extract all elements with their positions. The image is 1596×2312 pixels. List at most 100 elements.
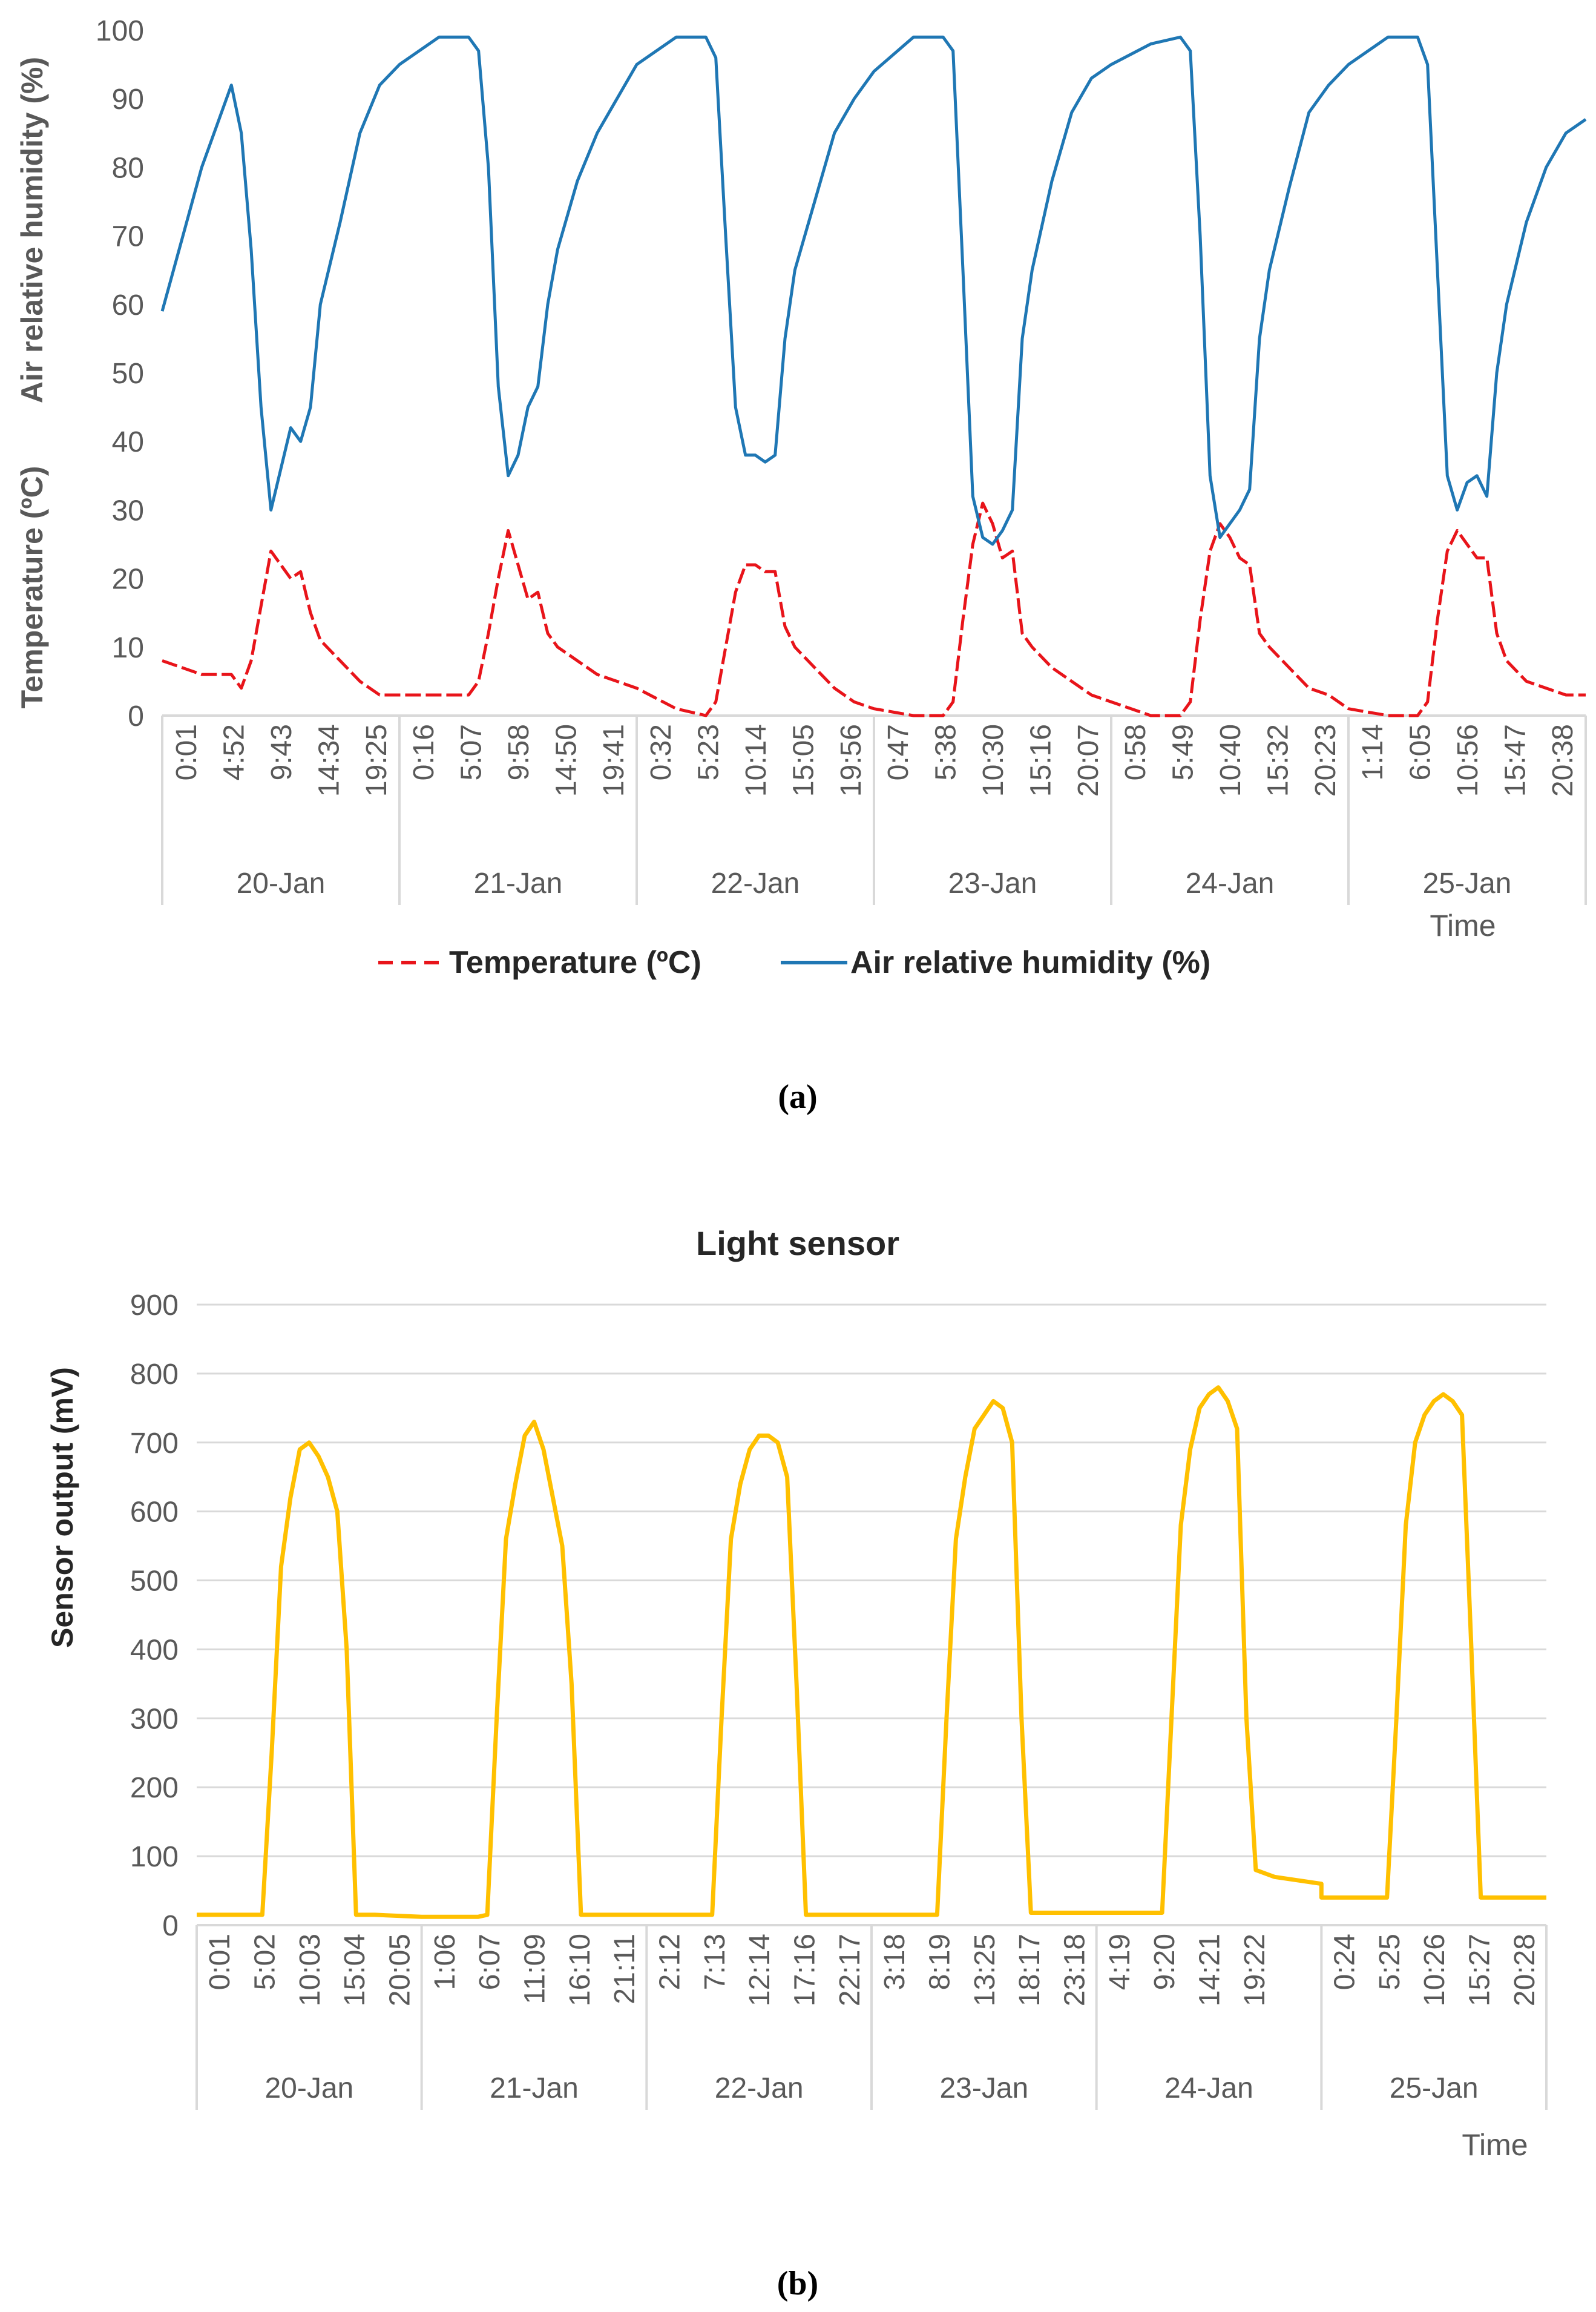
y-tick-label: 10 bbox=[112, 632, 144, 664]
y-tick-label: 20 bbox=[112, 564, 144, 596]
x-tick-label: 15:27 bbox=[1464, 1934, 1496, 2006]
x-tick-label: 5:23 bbox=[693, 724, 725, 780]
y-tick-label: 70 bbox=[112, 221, 144, 253]
y-tick-labels: 0 100 200 300 400 500 600 700 800 900 bbox=[130, 1289, 179, 1942]
sensor-axis-label: Sensor output (mV) bbox=[45, 1367, 79, 1648]
y-tick-label: 500 bbox=[130, 1566, 179, 1598]
x-tick-label: 6:07 bbox=[474, 1934, 506, 1990]
x-tick-label: 13:25 bbox=[969, 1934, 1001, 2006]
x-tick-label: 20:07 bbox=[1072, 724, 1105, 797]
x-tick-label: 0:32 bbox=[645, 724, 677, 780]
y-tick-label: 800 bbox=[130, 1359, 179, 1391]
x-tick-label: 20:28 bbox=[1509, 1934, 1541, 2006]
x-tick-label: 5:02 bbox=[249, 1934, 281, 1990]
x-tick-label: 0:01 bbox=[171, 724, 203, 780]
x-tick-label: 15:32 bbox=[1262, 724, 1294, 797]
x-tick-label: 4:19 bbox=[1104, 1934, 1136, 1990]
y-tick-label: 30 bbox=[112, 495, 144, 527]
x-tick-label: 8:19 bbox=[924, 1934, 956, 1990]
y-tick-label: 0 bbox=[162, 1910, 179, 1942]
day-label: 22-Jan bbox=[715, 2072, 804, 2104]
x-tick-label: 5:25 bbox=[1374, 1934, 1406, 1990]
y-tick-label: 600 bbox=[130, 1497, 179, 1529]
day-label: 24-Jan bbox=[1164, 2072, 1253, 2104]
x-tick-label: 0:01 bbox=[204, 1934, 236, 1990]
x-tick-label: 0:16 bbox=[408, 724, 440, 780]
x-tick-label: 6:05 bbox=[1405, 724, 1437, 780]
y-tick-label: 200 bbox=[130, 1772, 179, 1804]
day-label: 25-Jan bbox=[1423, 868, 1512, 900]
series-lines bbox=[197, 1385, 1546, 1919]
x-axis: 0:01 5:02 10:03 15:04 20:05 1:06 6:07 11:09 16:1… bbox=[195, 1924, 1548, 2110]
x-tick-label: 10:30 bbox=[977, 724, 1010, 797]
y-tick-label: 300 bbox=[130, 1703, 179, 1735]
x-tick-label: 23:18 bbox=[1059, 1934, 1091, 2006]
x-tick-label: 0:24 bbox=[1329, 1934, 1361, 1990]
y-tick-label: 0 bbox=[128, 700, 144, 733]
x-tick-label: 15:05 bbox=[787, 724, 819, 797]
day-label: 20-Jan bbox=[264, 2072, 353, 2104]
x-tick-label: 1:14 bbox=[1357, 724, 1389, 780]
y-tick-label: 60 bbox=[112, 289, 144, 321]
x-tick-label: 19:22 bbox=[1239, 1934, 1271, 2006]
x-tick-label: 2:12 bbox=[654, 1934, 686, 1990]
x-axis: 0:01 4:52 9:43 14:34 19:25 0:16 5:07 9:58 14:50 1… bbox=[161, 714, 1587, 905]
a-series-line-0 bbox=[162, 501, 1586, 717]
temperature-axis-label: Temperature (ºC) bbox=[15, 466, 49, 709]
a-series-line-1 bbox=[160, 35, 1587, 546]
y-tick-label: 90 bbox=[112, 84, 144, 116]
x-tick-label: 3:18 bbox=[879, 1934, 911, 1990]
y-tick-label: 700 bbox=[130, 1428, 179, 1460]
humidity-axis-label: Air relative humidity (%) bbox=[15, 57, 49, 403]
panel-a: Air relative humidity (%) Temperature (º… bbox=[15, 15, 1587, 1116]
x-tick-label: 5:38 bbox=[930, 724, 962, 780]
y-tick-label: 100 bbox=[130, 1841, 179, 1873]
x-tick-label: 4:52 bbox=[218, 724, 251, 780]
day-label: 25-Jan bbox=[1390, 2072, 1479, 2104]
x-tick-label: 7:13 bbox=[699, 1934, 731, 1990]
x-tick-label: 12:14 bbox=[744, 1934, 776, 2006]
x-tick-label: 16:10 bbox=[564, 1934, 596, 2006]
x-axis-label: Time bbox=[1462, 2128, 1528, 2162]
x-tick-label: 5:07 bbox=[456, 724, 488, 780]
panel-b: Light sensor Sensor output (mV) 0 100 200 3… bbox=[45, 1224, 1548, 2302]
day-label: 23-Jan bbox=[948, 868, 1037, 900]
day-label: 24-Jan bbox=[1186, 868, 1275, 900]
legend-humidity-label: Air relative humidity (%) bbox=[850, 945, 1210, 980]
x-tick-label: 14:21 bbox=[1194, 1934, 1226, 2006]
x-tick-label: 11:09 bbox=[519, 1934, 551, 2004]
y-tick-labels: 0 10 20 30 40 50 60 70 80 90 100 bbox=[96, 15, 144, 733]
x-tick-label: 9:20 bbox=[1149, 1934, 1181, 1990]
x-tick-label: 15:16 bbox=[1025, 724, 1057, 797]
y-tick-label: 100 bbox=[96, 15, 144, 47]
x-tick-label: 17:16 bbox=[789, 1934, 821, 2006]
y-tick-label: 40 bbox=[112, 426, 144, 458]
x-tick-label: 9:43 bbox=[266, 724, 298, 780]
gridlines bbox=[197, 1303, 1546, 1926]
x-tick-label: 18:17 bbox=[1014, 1934, 1046, 2006]
x-tick-label: 10:26 bbox=[1419, 1934, 1451, 2006]
x-tick-label: 0:58 bbox=[1120, 724, 1152, 780]
series-lines bbox=[160, 35, 1587, 717]
y-tick-label: 50 bbox=[112, 358, 144, 390]
day-label: 21-Jan bbox=[490, 2072, 579, 2104]
x-tick-label: 10:40 bbox=[1215, 724, 1247, 797]
x-tick-label: 19:56 bbox=[835, 724, 867, 797]
x-tick-label: 9:58 bbox=[503, 724, 535, 780]
x-tick-label: 0:47 bbox=[882, 724, 915, 780]
x-tick-label: 1:06 bbox=[429, 1934, 461, 1990]
legend: Temperature (ºC) Air relative humidity (… bbox=[378, 945, 1210, 980]
y-tick-label: 400 bbox=[130, 1634, 179, 1666]
x-tick-label: 10:03 bbox=[294, 1934, 326, 2006]
x-tick-label: 20:23 bbox=[1310, 724, 1342, 797]
panel-b-caption: (b) bbox=[777, 2265, 818, 2302]
legend-temperature-label: Temperature (ºC) bbox=[449, 945, 701, 980]
x-tick-label: 14:34 bbox=[313, 724, 345, 797]
x-tick-label: 5:49 bbox=[1167, 724, 1200, 780]
x-tick-label: 10:56 bbox=[1452, 724, 1484, 797]
day-label: 22-Jan bbox=[711, 868, 800, 900]
day-label: 23-Jan bbox=[939, 2072, 1028, 2104]
x-axis-label: Time bbox=[1430, 909, 1496, 943]
panel-a-caption: (a) bbox=[778, 1078, 817, 1116]
